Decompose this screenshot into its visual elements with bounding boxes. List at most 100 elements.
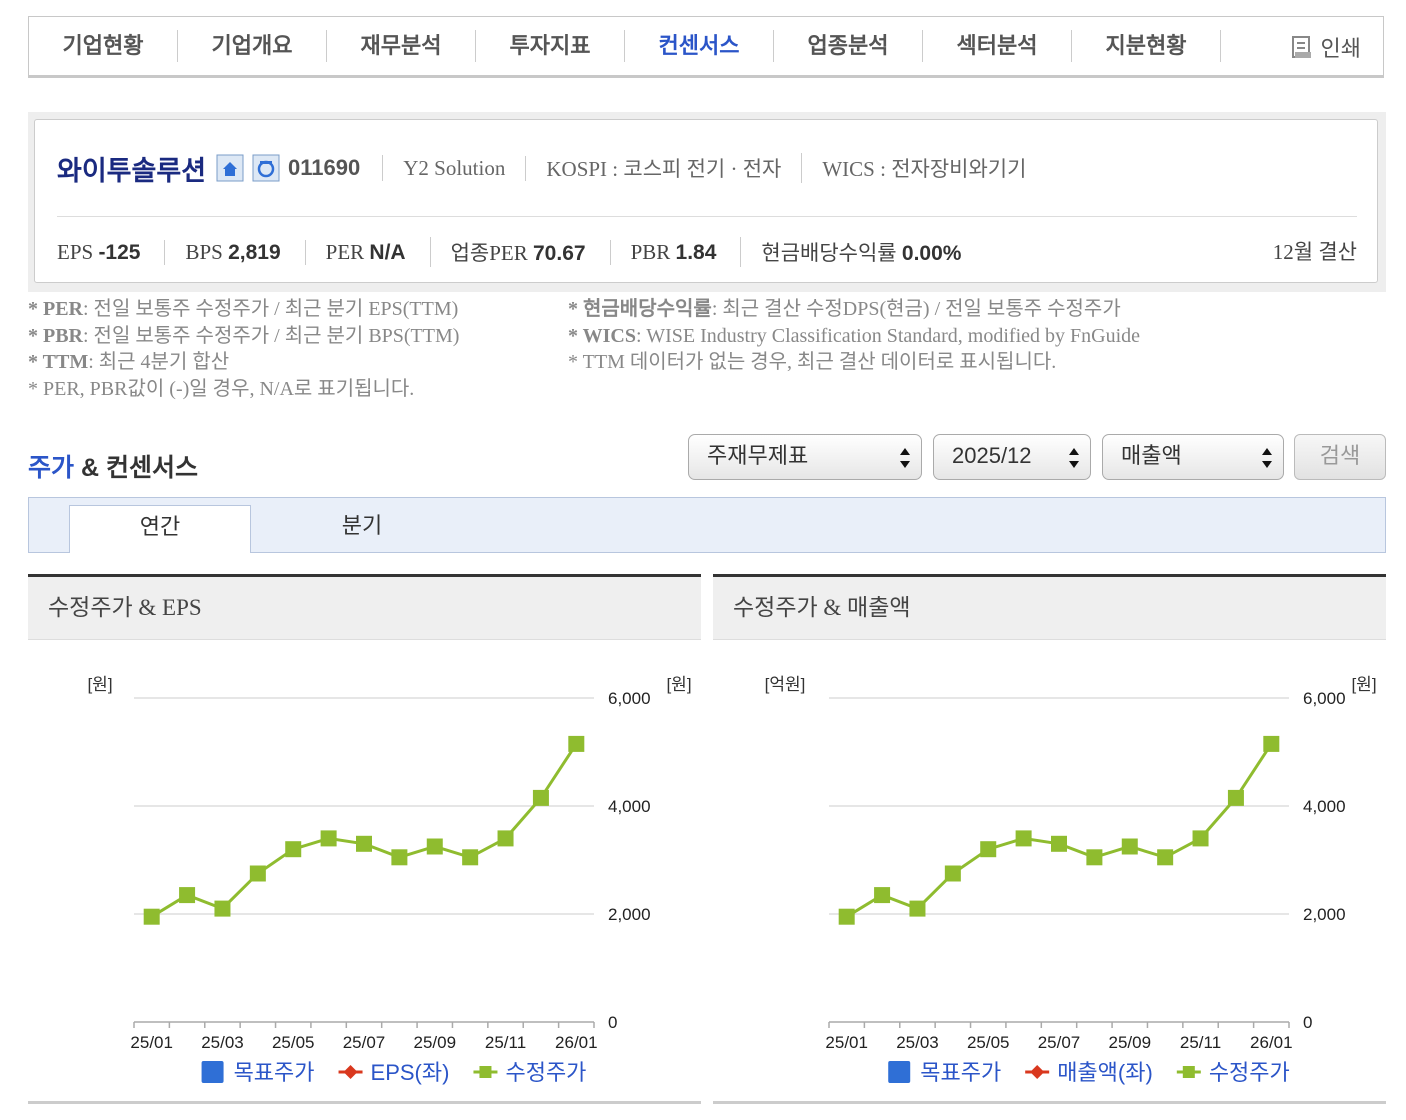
print-label: 인쇄 — [1320, 36, 1361, 61]
y2-tick-label: 4,000 — [608, 797, 651, 816]
company-inner: 와이투솔루션 011690 Y2 Solution KOSPI : 코스피 전기… — [34, 119, 1378, 283]
point — [497, 830, 514, 847]
series-line — [845, 743, 1273, 918]
note-term: * PER — [28, 298, 83, 320]
fiscal: 12월 결산 — [1272, 240, 1357, 264]
point — [1227, 789, 1244, 806]
chart-panel: 수정주가 & 매출액 [억원] [원] 0 2,000 4,000 6,000 25/01 2… — [713, 574, 1386, 1104]
nav-tab[interactable]: 섹터분석 — [923, 30, 1072, 62]
y2-tick-label: 6,000 — [1303, 689, 1346, 708]
note-text: : WISE Industry Classification Standard,… — [636, 324, 1141, 347]
nav-tab[interactable]: 업종분석 — [774, 30, 923, 62]
select-value: 주재무제표 — [707, 443, 809, 468]
point — [426, 838, 443, 855]
y2-axis-unit: [원] — [1351, 675, 1376, 694]
point — [249, 865, 266, 882]
period-tab[interactable]: 분기 — [341, 513, 383, 538]
nav-tab[interactable]: 컨센서스 — [625, 30, 774, 62]
legend-label: EPS(좌) — [371, 1060, 450, 1085]
metric: 업종PER 70.67 — [429, 237, 610, 267]
select[interactable]: 2025/12 — [933, 434, 1091, 480]
nav-tab[interactable]: 재무분석 — [327, 30, 476, 62]
nav-tab[interactable]: 기업현황 — [29, 30, 178, 62]
nav-tab[interactable]: 투자지표 — [476, 30, 625, 62]
english-name: Y2 Solution — [383, 155, 527, 181]
x-tick-label: 25/03 — [201, 1033, 244, 1052]
x-tick-label: 26/01 — [1250, 1033, 1293, 1052]
note-text: * PER, PBR값이 (-)일 경우, N/A로 표기됩니다. — [28, 377, 415, 400]
y2-tick-label: 2,000 — [608, 905, 651, 924]
note-term: * TTM — [28, 351, 89, 373]
metric-value: 70.67 — [533, 242, 586, 265]
legend-label: 수정주가 — [1209, 1060, 1290, 1085]
legend-swatch — [1030, 1065, 1045, 1079]
chart-title: 수정주가 & 매출액 — [713, 577, 1386, 640]
metric: PBR 1.84 — [609, 239, 741, 265]
y2-tick-label: 2,000 — [1303, 905, 1346, 924]
period-tabs: 연간 분기 — [28, 497, 1386, 553]
metric-value: -125 — [98, 240, 141, 264]
legend-label: 목표주가 — [234, 1060, 315, 1085]
metric: PER N/A — [304, 239, 430, 265]
select-arrows — [1069, 448, 1079, 468]
select[interactable]: 매출액 — [1102, 434, 1284, 480]
y2-tick-label: 0 — [608, 1013, 617, 1032]
legend-swatch — [343, 1065, 358, 1079]
point — [391, 849, 408, 866]
chart: [억원] [원] 0 2,000 4,000 6,000 25/01 25/03 25/05 25… — [765, 675, 1377, 1085]
note-line: * PBR: 전일 보통주 수정주가 / 최근 분기 BPS(TTM) — [28, 323, 459, 350]
point — [356, 835, 372, 852]
x-tick-label: 26/01 — [555, 1033, 598, 1052]
legend-label: 목표주가 — [920, 1060, 1001, 1085]
metric-label: 현금배당수익률 — [761, 241, 897, 265]
metric-label: PBR — [630, 239, 671, 264]
y2-tick-label: 0 — [1303, 1013, 1312, 1032]
note-text: : 최근 결산 수정DPS(현금) / 전일 보통주 수정주가 — [711, 298, 1121, 320]
legend-swatch — [1182, 1066, 1195, 1078]
metric-label: 업종PER — [450, 241, 528, 265]
nav-tab[interactable]: 기업개요 — [178, 30, 327, 62]
metrics-row: EPS -125 BPS 2,819 PER N/A 업종PER 70.67 PBR 1… — [57, 236, 985, 268]
point — [1121, 838, 1138, 855]
print-button[interactable]: 인쇄 — [1291, 31, 1361, 63]
select-value: 2025/12 — [952, 443, 1032, 468]
series-line — [150, 743, 578, 918]
x-tick-label: 25/01 — [825, 1033, 868, 1052]
point — [980, 841, 997, 858]
period-tab[interactable]: 연간 — [69, 505, 251, 553]
note-term: * PBR — [28, 324, 83, 347]
nav-bar: 기업현황 기업개요 재무분석 투자지표 컨센서스 업종분석 섹터분석 지분현황 인쇄 — [28, 16, 1384, 78]
section-title: 주가 & 컨센서스 — [28, 448, 198, 484]
point — [214, 900, 231, 917]
x-tick-label: 25/09 — [413, 1033, 456, 1052]
point — [1086, 849, 1103, 866]
home-icon[interactable] — [216, 154, 244, 182]
divider — [57, 216, 1357, 217]
metric-label: PER — [325, 239, 365, 264]
point — [838, 908, 855, 925]
metric: 현금배당수익률 0.00% — [740, 237, 985, 267]
company-code: 011690 — [288, 155, 384, 181]
point — [568, 735, 585, 752]
legend-swatch — [888, 1061, 911, 1083]
metric-value: 2,819 — [228, 240, 281, 264]
x-tick-label: 25/07 — [343, 1033, 386, 1052]
legend-label: 수정주가 — [505, 1060, 586, 1085]
metric-label: BPS — [185, 239, 223, 264]
note-line: * TTM: 최근 4분기 합산 — [28, 349, 459, 376]
point — [1051, 835, 1067, 852]
note-term: * 현금배당수익률 — [568, 298, 712, 320]
legend: 목표주가 매출액(좌) 수정주가 — [888, 1060, 1290, 1085]
note-text: : 전일 보통주 수정주가 / 최근 분기 BPS(TTM) — [83, 324, 460, 347]
y2-tick-label: 4,000 — [1303, 797, 1346, 816]
phone-icon[interactable] — [252, 154, 280, 182]
select[interactable]: 주재무제표 — [688, 434, 922, 480]
x-tick-label: 25/09 — [1108, 1033, 1151, 1052]
x-tick-label: 25/11 — [485, 1033, 526, 1052]
chart: [원] [원] 0 2,000 4,000 6,000 25/01 25/03 25/05 25/… — [87, 675, 691, 1085]
y2-tick-label: 6,000 — [608, 689, 651, 708]
nav-tab[interactable]: 지분현황 — [1072, 30, 1221, 62]
metric: EPS -125 — [57, 240, 164, 265]
search-button[interactable]: 검색 — [1294, 434, 1386, 480]
